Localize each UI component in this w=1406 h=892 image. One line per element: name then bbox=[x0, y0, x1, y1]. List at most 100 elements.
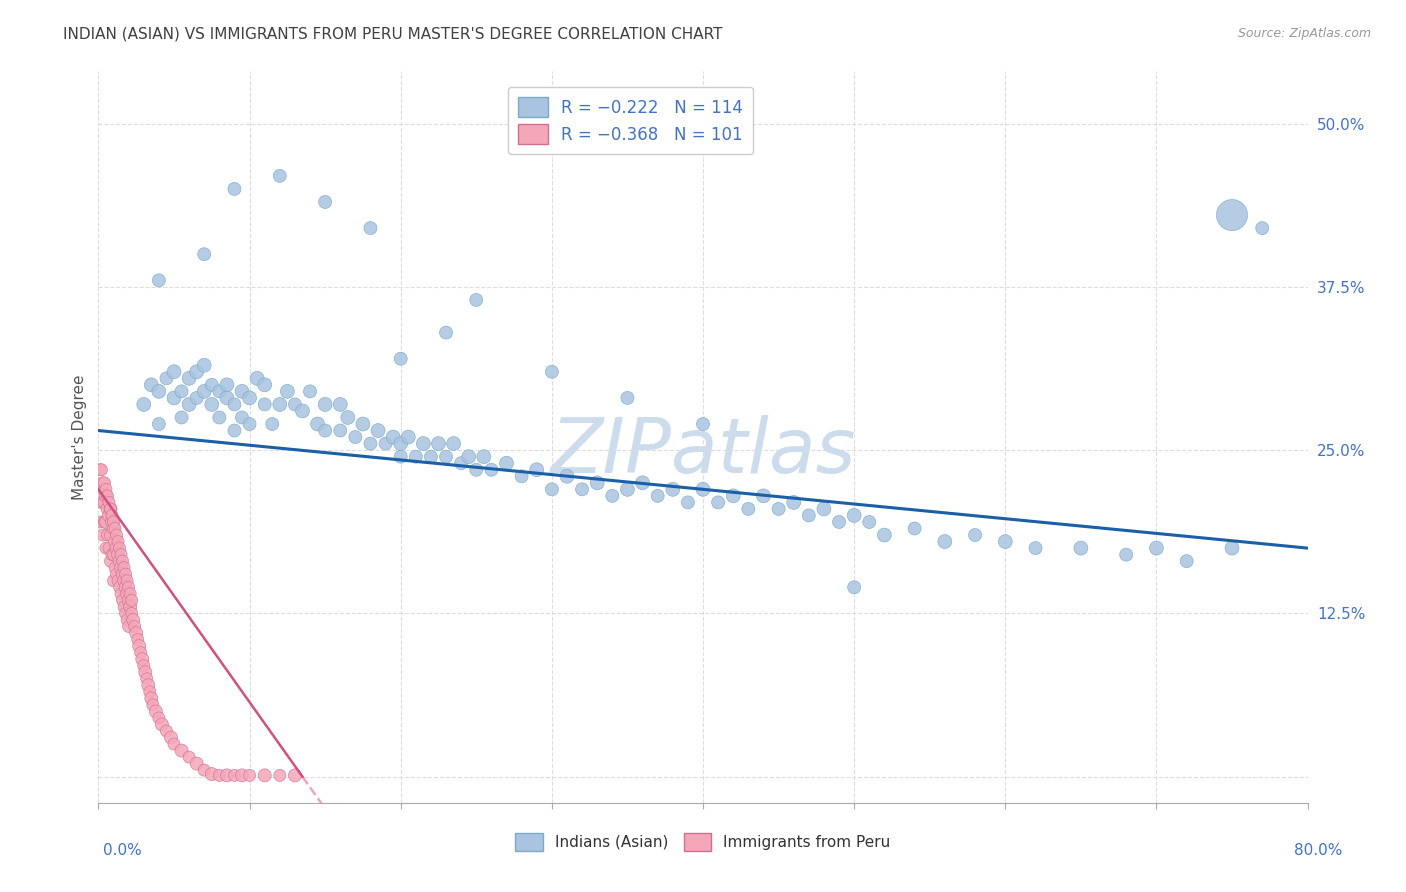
Point bbox=[186, 365, 208, 379]
Point bbox=[344, 430, 367, 444]
Point bbox=[269, 768, 291, 782]
Point bbox=[586, 475, 609, 490]
Point bbox=[291, 404, 314, 418]
Point bbox=[647, 489, 669, 503]
Point bbox=[783, 495, 806, 509]
Point bbox=[160, 731, 183, 745]
Y-axis label: Master's Degree: Master's Degree bbox=[72, 375, 87, 500]
Point bbox=[103, 574, 125, 588]
Point bbox=[141, 691, 163, 706]
Point bbox=[965, 528, 987, 542]
Point bbox=[135, 672, 157, 686]
Point bbox=[443, 436, 465, 450]
Point bbox=[389, 436, 412, 450]
Point bbox=[115, 574, 138, 588]
Point bbox=[269, 169, 291, 183]
Point bbox=[465, 463, 488, 477]
Point bbox=[692, 417, 714, 431]
Point bbox=[239, 391, 262, 405]
Point bbox=[107, 574, 129, 588]
Point bbox=[571, 483, 593, 497]
Point bbox=[768, 502, 790, 516]
Point bbox=[224, 424, 246, 438]
Point bbox=[389, 450, 412, 464]
Point bbox=[132, 658, 155, 673]
Point bbox=[118, 619, 141, 633]
Point bbox=[148, 384, 170, 399]
Point bbox=[111, 567, 134, 582]
Point bbox=[858, 515, 880, 529]
Point bbox=[472, 450, 495, 464]
Point bbox=[141, 377, 163, 392]
Point bbox=[148, 273, 170, 287]
Point bbox=[96, 489, 118, 503]
Point bbox=[540, 365, 562, 379]
Point bbox=[122, 613, 145, 627]
Point bbox=[450, 456, 472, 470]
Point bbox=[127, 632, 149, 647]
Point bbox=[193, 763, 215, 777]
Point bbox=[193, 384, 215, 399]
Point bbox=[1251, 221, 1274, 235]
Point bbox=[98, 508, 121, 523]
Point bbox=[101, 508, 124, 523]
Point bbox=[284, 768, 307, 782]
Point bbox=[495, 456, 517, 470]
Point bbox=[555, 469, 578, 483]
Point bbox=[112, 560, 135, 574]
Point bbox=[112, 599, 135, 614]
Point bbox=[314, 424, 336, 438]
Point bbox=[91, 528, 114, 542]
Point bbox=[314, 397, 336, 411]
Point bbox=[329, 424, 352, 438]
Point bbox=[120, 587, 142, 601]
Point bbox=[125, 626, 148, 640]
Point bbox=[201, 767, 224, 781]
Point bbox=[110, 548, 132, 562]
Point bbox=[224, 397, 246, 411]
Point bbox=[215, 768, 238, 782]
Point bbox=[208, 768, 231, 782]
Point bbox=[1070, 541, 1092, 555]
Point bbox=[104, 534, 127, 549]
Point bbox=[231, 768, 253, 782]
Point bbox=[360, 221, 382, 235]
Point bbox=[208, 384, 231, 399]
Point bbox=[797, 508, 820, 523]
Point bbox=[155, 371, 177, 385]
Point bbox=[934, 534, 956, 549]
Point bbox=[186, 391, 208, 405]
Point bbox=[1175, 554, 1198, 568]
Point bbox=[90, 463, 112, 477]
Point bbox=[96, 502, 118, 516]
Point bbox=[115, 587, 138, 601]
Point bbox=[107, 548, 129, 562]
Point bbox=[120, 599, 142, 614]
Point bbox=[262, 417, 284, 431]
Point bbox=[148, 711, 170, 725]
Point bbox=[134, 665, 156, 680]
Point bbox=[382, 430, 405, 444]
Point bbox=[389, 351, 412, 366]
Point bbox=[100, 554, 122, 568]
Point bbox=[1144, 541, 1167, 555]
Point bbox=[352, 417, 374, 431]
Point bbox=[121, 593, 143, 607]
Point bbox=[616, 483, 638, 497]
Point bbox=[420, 450, 443, 464]
Point bbox=[360, 436, 382, 450]
Point bbox=[1024, 541, 1046, 555]
Point bbox=[844, 508, 866, 523]
Point bbox=[253, 768, 276, 782]
Point bbox=[179, 371, 201, 385]
Point bbox=[269, 397, 291, 411]
Point bbox=[105, 541, 128, 555]
Point bbox=[93, 475, 115, 490]
Point bbox=[193, 358, 215, 372]
Point bbox=[91, 483, 114, 497]
Point bbox=[114, 567, 136, 582]
Point bbox=[93, 515, 115, 529]
Point bbox=[723, 489, 745, 503]
Point bbox=[93, 495, 115, 509]
Point bbox=[707, 495, 730, 509]
